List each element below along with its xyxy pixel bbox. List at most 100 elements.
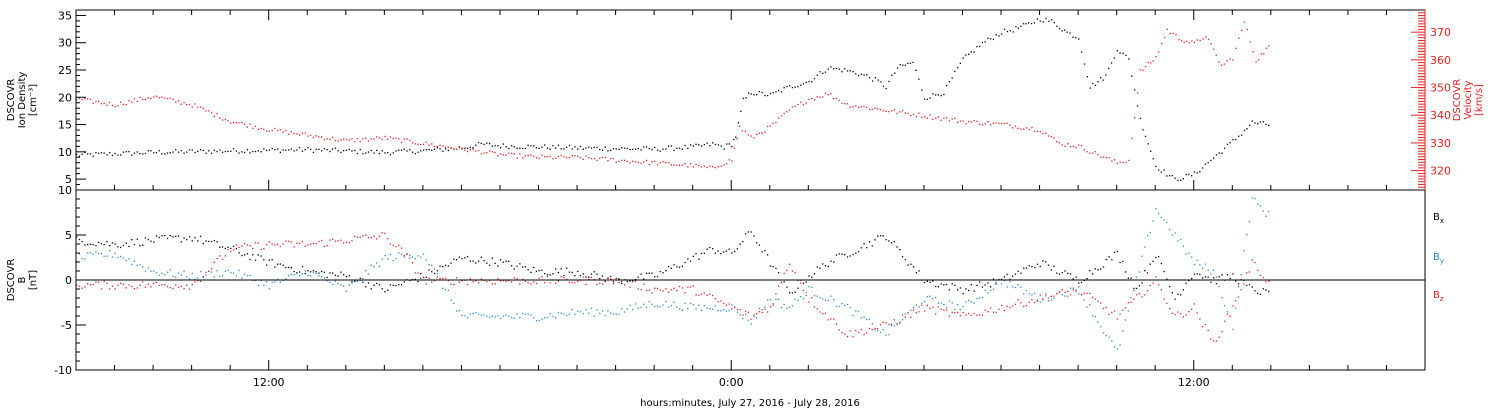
bottom-point [1135, 294, 1138, 296]
top-point [1069, 146, 1072, 148]
bottom-point [343, 285, 345, 287]
top-point [530, 154, 532, 156]
bottom-point [1064, 295, 1066, 297]
top-point [428, 148, 430, 151]
bottom-point [1240, 274, 1242, 276]
bottom-point [238, 269, 240, 272]
bottom-point [852, 253, 854, 256]
bottom-point [464, 315, 466, 317]
bottom-point [789, 306, 791, 308]
bottom-point [756, 312, 758, 315]
bottom-point [318, 275, 320, 277]
bottom-point [194, 237, 196, 239]
bottom-point [131, 239, 133, 241]
bottom-point [855, 252, 857, 254]
top-point [326, 148, 328, 151]
bottom-point [665, 300, 667, 303]
bottom-point [968, 299, 970, 301]
bottom-point [1124, 307, 1127, 309]
bottom-point [530, 271, 532, 273]
bottom-point [728, 303, 730, 305]
top-point [100, 103, 103, 105]
bottom-point [329, 281, 331, 283]
top-point [954, 70, 956, 73]
bottom-point [450, 299, 452, 301]
bottom-point [458, 281, 460, 283]
bottom-point [692, 304, 694, 306]
bottom-point [962, 306, 964, 308]
bottom-point [640, 306, 642, 308]
bottom-point [420, 273, 422, 275]
bottom-point [442, 266, 444, 268]
top-left-tick-label: 35 [58, 9, 72, 22]
bottom-point [340, 284, 342, 286]
bottom-point [946, 309, 948, 311]
bottom-point [1097, 269, 1099, 271]
top-point [957, 67, 959, 69]
top-point [775, 121, 777, 124]
bottom-point [874, 329, 876, 331]
top-point [1009, 124, 1011, 126]
bottom-point [274, 266, 276, 268]
top-point [585, 147, 587, 149]
bottom-point [767, 311, 769, 313]
top-point [436, 147, 438, 149]
bottom-point [1006, 286, 1008, 288]
bottom-point [951, 311, 953, 313]
bottom-point [995, 283, 997, 285]
bottom-point [571, 281, 573, 284]
bottom-point [1017, 299, 1019, 301]
top-point [813, 77, 816, 80]
bottom-point [604, 280, 606, 282]
bottom-point [750, 323, 752, 325]
top-point [830, 66, 832, 68]
top-point [758, 132, 761, 134]
top-point [323, 148, 326, 150]
bottom-point [494, 262, 496, 264]
bottom-point [838, 305, 840, 308]
top-point [610, 157, 612, 160]
bottom-point [866, 332, 868, 334]
bottom-point [995, 281, 997, 283]
bottom-point [574, 275, 576, 277]
bottom-point [1069, 287, 1072, 289]
bottom-point [254, 259, 257, 261]
bottom-point [378, 235, 381, 238]
bottom-point [205, 274, 207, 276]
bottom-point [1180, 238, 1182, 241]
bottom-point [491, 315, 493, 317]
top-left-tick-label: 15 [58, 119, 72, 132]
top-point [959, 120, 961, 122]
bottom-point [590, 307, 593, 309]
bottom-point [519, 283, 521, 285]
bottom-point [1086, 278, 1088, 280]
bottom-point [885, 239, 887, 241]
top-point [84, 98, 86, 100]
bottom-point [150, 286, 152, 288]
bottom-left-tick-label: -5 [61, 319, 72, 332]
bottom-point [1259, 274, 1262, 276]
top-point [142, 98, 144, 101]
top-point [447, 146, 449, 149]
bottom-point [943, 284, 945, 286]
bottom-point [1265, 281, 1267, 283]
bottom-point [621, 308, 623, 310]
top-point [1238, 37, 1240, 39]
bottom-point [365, 286, 367, 288]
bottom-point [753, 235, 755, 237]
bottom-point [684, 292, 686, 294]
bottom-point [596, 309, 598, 311]
top-point [926, 117, 928, 119]
bottom-point [797, 280, 799, 282]
top-point [103, 102, 105, 104]
bottom-point [1232, 305, 1234, 307]
bottom-point [84, 258, 86, 260]
bottom-point [1108, 336, 1110, 338]
top-point [535, 157, 538, 159]
top-point [1045, 132, 1047, 134]
bottom-point [436, 276, 438, 278]
top-point [522, 147, 524, 150]
bottom-point [1108, 313, 1110, 316]
top-point [1064, 29, 1066, 31]
bottom-point [621, 282, 623, 285]
